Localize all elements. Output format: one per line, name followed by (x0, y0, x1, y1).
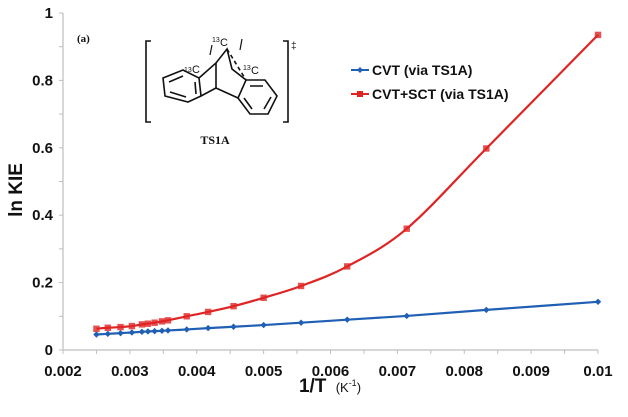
data-point (138, 328, 146, 336)
isotope-atom-3: C (251, 65, 259, 77)
data-point (230, 323, 237, 330)
left-bracket (145, 40, 151, 123)
data-point (93, 331, 100, 338)
structure-label: TS1A (200, 133, 230, 147)
y-tick-label: 0.8 (32, 72, 53, 89)
x-tick-label: 0.002 (44, 363, 82, 380)
series-cvt-sct (93, 31, 602, 332)
data-point (104, 330, 112, 338)
x-tick-label: 0.008 (445, 363, 483, 380)
isotope-mass-1: 13 (184, 67, 192, 74)
panel-label: (a) (77, 33, 90, 45)
isotope-mass-3: 13 (243, 65, 251, 72)
data-point (403, 225, 410, 232)
data-point (483, 306, 490, 314)
y-tick-label: 0.6 (32, 140, 53, 157)
x-axis-label: 1/T (K-1) (299, 376, 361, 397)
data-point (158, 318, 166, 325)
y-tick-label: 0.2 (32, 275, 53, 292)
data-point (297, 319, 305, 326)
series-line (96, 34, 599, 330)
legend-label: CVT+SCT (via TS1A) (372, 86, 509, 102)
data-point (128, 329, 136, 336)
y-tick-label: 0 (45, 342, 53, 359)
data-point (297, 282, 305, 290)
data-point (144, 328, 152, 335)
x-axis-unit-close: ) (357, 380, 361, 395)
right-ring (237, 79, 278, 115)
x-tick-label: 0.004 (178, 363, 216, 380)
data-point (204, 308, 212, 316)
data-point (144, 320, 152, 327)
data-point (117, 323, 124, 331)
data-point (138, 321, 146, 328)
isotope-atom-2: C (220, 37, 228, 49)
data-point (483, 145, 490, 152)
tick-labels: 0 0.2 0.4 0.6 0.8 1 0.002 0.003 0.004 0.005 0.006 0… (32, 5, 612, 380)
series-layer (93, 31, 602, 338)
x-tick-label: 0.005 (245, 363, 283, 380)
y-tick-label: 1 (45, 5, 53, 22)
data-point (183, 326, 190, 333)
data-point (594, 31, 602, 39)
data-point (594, 298, 602, 306)
data-point (164, 327, 172, 334)
data-point (117, 329, 124, 337)
data-point (151, 327, 158, 335)
data-point (403, 312, 410, 320)
data-point (260, 294, 267, 301)
ts-symbol: ‡ (291, 41, 297, 52)
legend: CVT (via TS1A) CVT+SCT (via TS1A) (351, 62, 509, 102)
axes (59, 12, 599, 354)
isotope-labels: 13 C 13 C 13 C ‡ TS1A (184, 37, 297, 147)
x-tick-label: 0.007 (379, 363, 417, 380)
data-point (260, 321, 267, 329)
data-point (344, 263, 351, 270)
legend-marker (357, 67, 363, 73)
data-point (230, 302, 237, 310)
ts1a-structure (145, 38, 289, 123)
x-tick-label: 0.006 (312, 363, 350, 380)
legend-marker (357, 91, 363, 97)
right-bracket (283, 40, 289, 123)
x-tick-label: 0.003 (111, 363, 149, 380)
y-axis-label: ln KIE (6, 163, 27, 217)
data-point (204, 324, 212, 332)
data-point (128, 322, 136, 330)
data-point (183, 313, 190, 320)
y-tick-label: 0.4 (32, 207, 54, 224)
series-cvt (93, 298, 602, 338)
x-tick-label: 0.009 (512, 363, 550, 380)
x-axis-unit: (K (336, 380, 349, 395)
x-tick-label: 0.01 (583, 363, 612, 380)
data-point (104, 324, 112, 331)
data-point (164, 317, 172, 324)
isotope-mass-2: 13 (212, 37, 220, 44)
data-point (158, 327, 166, 334)
legend-label: CVT (via TS1A) (372, 62, 472, 78)
isotope-atom-1: C (192, 64, 200, 76)
data-point (151, 319, 158, 326)
data-point (93, 325, 100, 332)
x-axis-unit-sup: -1 (349, 378, 357, 388)
data-point (344, 316, 351, 323)
